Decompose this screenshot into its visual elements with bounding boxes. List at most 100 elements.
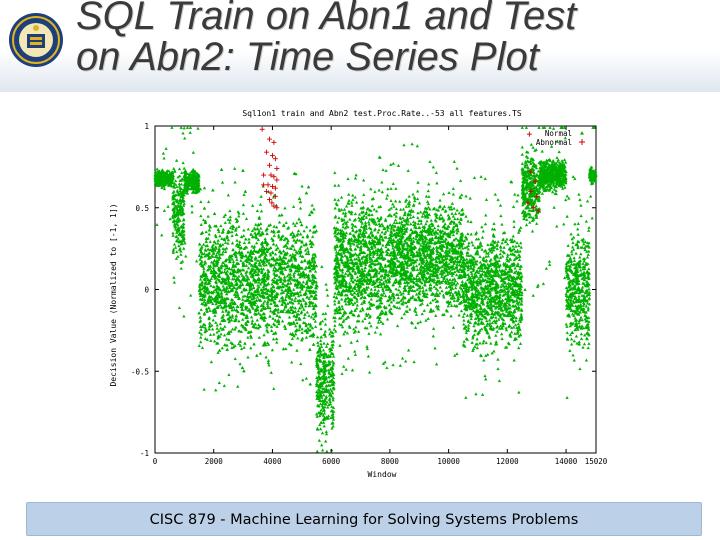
normal-point: [207, 306, 211, 310]
normal-point: [262, 263, 266, 267]
normal-point: [350, 368, 355, 372]
normal-point: [182, 173, 187, 177]
normal-point: [376, 216, 380, 220]
normal-point: [180, 171, 184, 175]
normal-point: [338, 322, 342, 326]
normal-point: [180, 235, 184, 239]
normal-point: [210, 254, 214, 258]
normal-point: [306, 249, 310, 253]
normal-point: [379, 277, 384, 281]
normal-point: [299, 271, 303, 275]
normal-point: [213, 313, 217, 317]
normal-point: [289, 246, 294, 250]
normal-point: [279, 291, 283, 295]
normal-point: [277, 322, 281, 326]
normal-point: [353, 252, 357, 255]
normal-point: [448, 277, 452, 281]
normal-point: [345, 220, 349, 224]
normal-point: [310, 260, 314, 264]
normal-point: [305, 279, 309, 283]
normal-point: [272, 224, 276, 228]
normal-point: [198, 242, 202, 246]
normal-point: [221, 327, 225, 331]
normal-point: [244, 263, 249, 267]
normal-point: [232, 286, 237, 290]
normal-point: [314, 289, 318, 293]
time-series-chart: 0 2000 4000 6000 8000 10000 12000 14000 15020 -1-…: [100, 100, 620, 485]
normal-point: [225, 266, 229, 270]
normal-point: [182, 187, 187, 191]
normal-point: [257, 263, 261, 267]
normal-point: [268, 223, 273, 227]
normal-point: [275, 324, 279, 328]
normal-point: [309, 315, 314, 319]
normal-point: [174, 206, 179, 210]
normal-point: [179, 266, 183, 270]
slide-title: SQL Train on Abn1 and Test on Abn2: Time…: [76, 0, 716, 78]
normal-point: [308, 382, 312, 386]
normal-point: [243, 294, 247, 298]
normal-point: [168, 171, 172, 175]
normal-point: [354, 200, 359, 204]
normal-point: [174, 193, 178, 197]
normal-point: [214, 246, 218, 250]
normal-point: [281, 347, 286, 351]
normal-point: [172, 211, 176, 215]
normal-point: [197, 284, 202, 288]
normal-point: [220, 252, 225, 256]
normal-point: [250, 268, 254, 272]
normal-point: [272, 265, 277, 269]
normal-point: [207, 251, 211, 255]
normal-point: [217, 348, 222, 352]
normal-point: [262, 275, 267, 279]
normal-point: [305, 310, 310, 314]
normal-point: [324, 430, 329, 434]
normal-point: [227, 316, 231, 320]
normal-point: [349, 278, 354, 282]
normal-point: [273, 262, 278, 266]
normal-point: [304, 324, 308, 328]
normal-point: [374, 209, 379, 213]
normal-point: [213, 248, 217, 252]
normal-point: [245, 322, 249, 326]
normal-point: [191, 179, 195, 183]
normal-point: [248, 250, 252, 254]
normal-point: [231, 248, 235, 252]
normal-point: [255, 286, 260, 290]
normal-point: [330, 404, 334, 408]
normal-point: [259, 222, 263, 225]
normal-point: [306, 326, 310, 330]
normal-point: [290, 297, 294, 301]
normal-point: [175, 230, 179, 234]
normal-point: [296, 294, 301, 298]
normal-point: [242, 234, 246, 238]
normal-point: [221, 250, 225, 254]
normal-point: [303, 258, 307, 262]
normal-point: [391, 182, 395, 186]
normal-point: [351, 198, 355, 202]
normal-point: [366, 354, 371, 358]
normal-point: [385, 317, 390, 321]
normal-point: [292, 293, 296, 297]
normal-point: [175, 222, 179, 226]
normal-point: [327, 327, 332, 331]
normal-point: [176, 254, 180, 258]
normal-point: [283, 288, 288, 292]
normal-point: [267, 363, 271, 367]
normal-point: [172, 185, 176, 189]
normal-point: [300, 327, 304, 331]
normal-point: [370, 204, 374, 208]
normal-point: [241, 294, 245, 298]
normal-point: [171, 190, 175, 194]
normal-point: [250, 297, 254, 301]
normal-point: [327, 353, 331, 357]
normal-point: [298, 238, 302, 242]
normal-point: [230, 257, 234, 261]
normal-point: [386, 187, 390, 191]
normal-point: [439, 213, 443, 217]
normal-point: [333, 206, 337, 210]
normal-point: [208, 308, 212, 312]
normal-point: [181, 210, 185, 214]
normal-point: [341, 211, 345, 215]
normal-point: [200, 296, 205, 300]
